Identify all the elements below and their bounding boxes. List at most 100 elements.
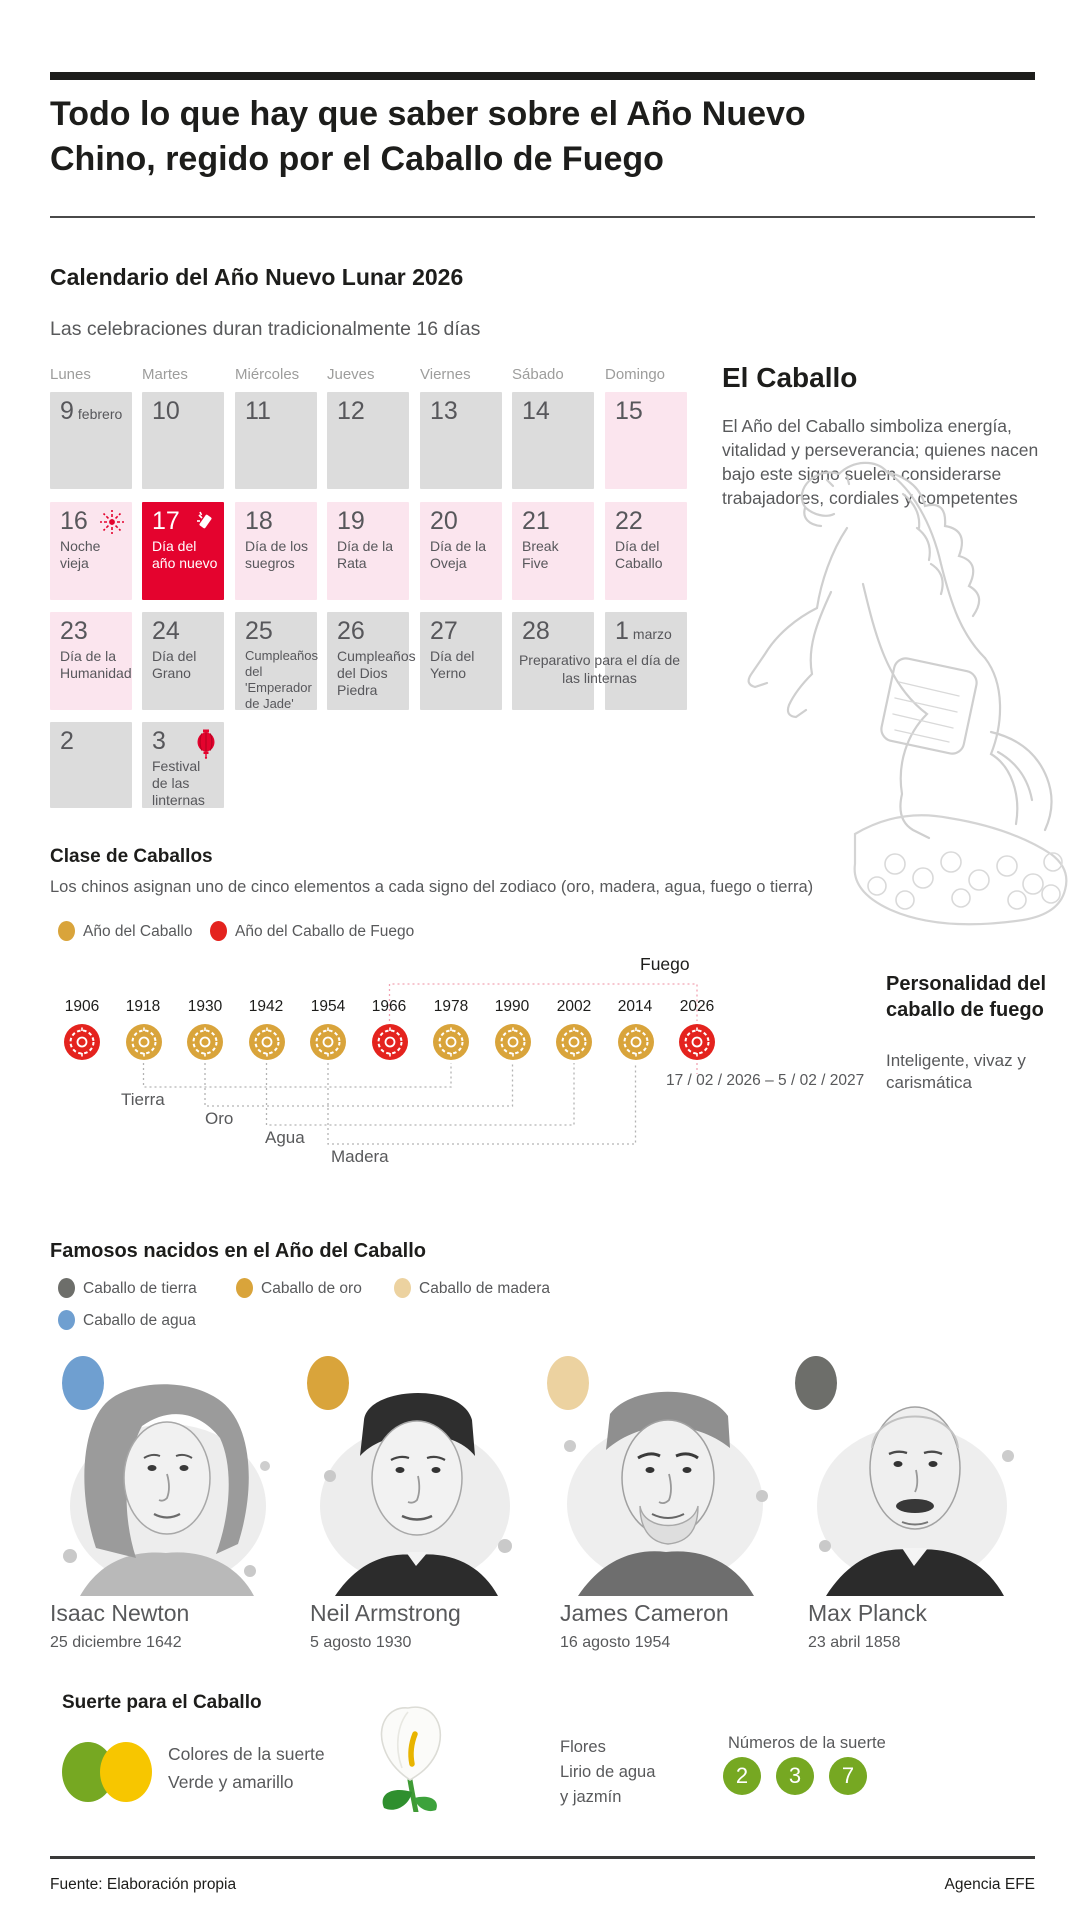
horse-section-title: El Caballo — [722, 362, 858, 393]
horse-year-legend-label: Año del Caballo — [83, 923, 193, 940]
calendar-cell-feb28: 28 — [512, 612, 594, 710]
luck-section-title: Suerte para el Caballo — [62, 1692, 262, 1713]
armstrong-element-dot — [307, 1356, 349, 1410]
coin-icon-1906-fire — [64, 1024, 100, 1060]
flowers-line2: y jazmín — [560, 1788, 622, 1806]
fire-horse-year-legend-dot — [210, 921, 227, 941]
coin-icon-1942 — [248, 1024, 285, 1060]
famous-section-title: Famosos nacidos en el Año del Caballo — [50, 1240, 427, 1262]
fire-horse-personality-text: Inteligente, vivaz y carismática — [886, 1051, 1026, 1093]
firecracker-icon — [193, 509, 217, 538]
agency-credit: Agencia EFE — [944, 1876, 1035, 1893]
title-divider — [50, 216, 1035, 218]
fireworks-icon — [99, 509, 125, 540]
weekday-jueves: Jueves — [327, 366, 375, 383]
calendar-cell-feb23: 23 Día de la Humanidad — [50, 612, 132, 710]
calendar-cell-feb19: 19 Día de la Rata — [327, 502, 409, 600]
cameron-element-dot — [547, 1356, 589, 1410]
horse-classes-title: Clase de Caballos — [50, 846, 213, 867]
year-1990: 1990 — [494, 998, 530, 1015]
calendar-cell-feb27: 27 Día del Yerno — [420, 612, 502, 710]
horse-classes-subtitle: Los chinos asignan uno de cinco elemento… — [50, 878, 814, 896]
person-date-cameron: 16 agosto 1954 — [560, 1634, 671, 1651]
element-label-oro: Oro — [202, 1109, 237, 1129]
page-title-line1: Todo lo que hay que saber sobre el Año N… — [50, 95, 806, 133]
lucky-colors-value: Verde y amarillo — [168, 1772, 294, 1792]
gold-horse-legend-dot — [236, 1278, 253, 1298]
calendar-cell-mar3-lantern-festival: 3 Festival de las linternas — [142, 722, 224, 808]
fuego-element-label: Fuego — [640, 954, 690, 974]
earth-horse-legend-label: Caballo de tierra — [83, 1280, 197, 1297]
horse-description: El Año del Caballo simboliza energía, vi… — [722, 416, 1039, 509]
lucky-numbers-label: Números de la suerte — [728, 1734, 886, 1752]
year-1906: 1906 — [64, 998, 100, 1015]
lantern-icon — [195, 729, 217, 764]
top-rule — [50, 72, 1035, 80]
calendar-cell-feb20: 20 Día de la Oveja — [420, 502, 502, 600]
coin-icon-1990 — [494, 1024, 531, 1060]
horse-year-legend-dot — [58, 921, 75, 941]
calendar-cell-mar1: 1 marzo — [605, 612, 687, 710]
coin-icon-1918 — [125, 1024, 162, 1060]
coin-icon-2002 — [556, 1024, 592, 1060]
lucky-number-3: 3 — [776, 1757, 814, 1795]
neil-armstrong-portrait — [290, 1356, 540, 1601]
lucky-colors-label: Colores de la suerte — [168, 1744, 325, 1764]
day-month: febrero — [77, 406, 123, 422]
coin-icon-1930 — [187, 1024, 223, 1060]
calendar-cell-feb15: 15 — [605, 392, 687, 489]
element-label-tierra: Tierra — [118, 1090, 168, 1110]
person-name-planck: Max Planck — [808, 1600, 927, 1626]
calendar-cell-feb18: 18 Día de los suegros — [235, 502, 317, 600]
coin-icon-2026-fire — [679, 1024, 715, 1060]
weekday-martes: Martes — [142, 366, 188, 383]
calendar-cell-feb17-new-year: 17 Día del año nuevo — [142, 502, 224, 600]
element-label-madera: Madera — [328, 1147, 392, 1167]
cell-label: Día del año nuevo — [152, 538, 218, 572]
wood-horse-legend-label: Caballo de madera — [419, 1280, 550, 1297]
flowers-line1: Lirio de agua — [560, 1763, 656, 1781]
calendar-cell-feb21: 21 Break Five — [512, 502, 594, 600]
weekday-domingo: Domingo — [605, 366, 666, 383]
year-1966: 1966 — [371, 998, 407, 1015]
water-horse-legend-label: Caballo de agua — [83, 1312, 196, 1329]
page-title-line2: Chino, regido por el Caballo de Fuego — [50, 139, 664, 178]
year-1918: 1918 — [125, 998, 161, 1015]
calendar-cell-mar2: 2 — [50, 722, 132, 808]
water-horse-legend-dot — [58, 1310, 75, 1330]
page-title: Todo lo que hay que saber sobre el Año N… — [50, 92, 950, 182]
person-date-newton: 25 diciembre 1642 — [50, 1634, 182, 1651]
fire-horse-year-legend-label: Año del Caballo de Fuego — [235, 923, 415, 940]
year-2026: 2026 — [679, 998, 715, 1015]
lucky-number-2: 2 — [723, 1757, 761, 1795]
weekday-sabado: Sábado — [512, 366, 564, 383]
coin-icon-2014 — [617, 1024, 654, 1060]
calla-lily-icon — [368, 1702, 448, 1817]
lucky-color-yellow-dot — [100, 1742, 152, 1802]
year-1942: 1942 — [248, 998, 284, 1015]
year-1930: 1930 — [187, 998, 223, 1015]
fire-horse-personality-title: Personalidad del caballo de fuego — [886, 973, 1047, 1021]
calendar-cell-feb16: 16 Noche vieja — [50, 502, 132, 600]
earth-horse-legend-dot — [58, 1278, 75, 1298]
calendar-cell-feb24: 24 Día del Grano — [142, 612, 224, 710]
day-number: 9 — [60, 397, 74, 425]
weekday-lunes: Lunes — [50, 366, 91, 383]
coin-icon-1966-fire — [371, 1024, 408, 1060]
newton-element-dot — [62, 1356, 104, 1410]
flowers-label: Flores — [560, 1738, 606, 1756]
timeline-connectors — [142, 983, 698, 1145]
calendar-title: Calendario del Año Nuevo Lunar 2026 — [50, 264, 464, 290]
cell-label: Noche vieja — [60, 538, 101, 572]
person-date-armstrong: 5 agosto 1930 — [310, 1634, 412, 1651]
calendar-cell-feb22: 22 Día del Caballo — [605, 502, 687, 600]
weekday-viernes: Viernes — [420, 366, 471, 383]
year-2002: 2002 — [556, 998, 592, 1015]
calendar-cell-feb12: 12 — [327, 392, 409, 489]
calendar-cell-feb14: 14 — [512, 392, 594, 489]
calendar-subtitle: Las celebraciones duran tradicionalmente… — [50, 318, 481, 340]
james-cameron-portrait — [540, 1356, 790, 1601]
lantern-prep-span-label: Preparativo para el día de las linternas — [518, 652, 681, 686]
calendar-cell-feb10: 10 — [142, 392, 224, 489]
